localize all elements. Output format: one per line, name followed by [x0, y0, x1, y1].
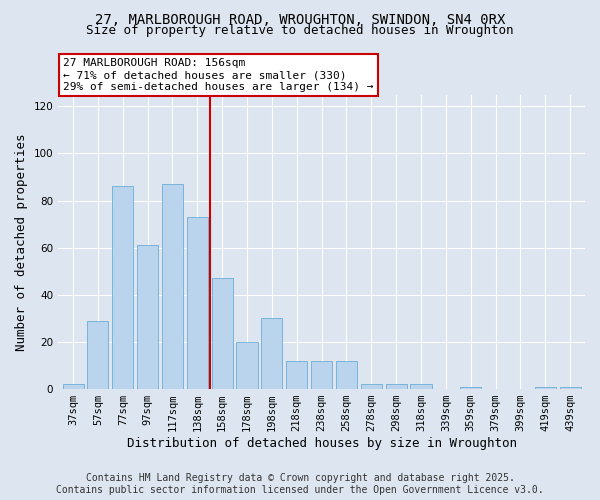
Text: 27, MARLBOROUGH ROAD, WROUGHTON, SWINDON, SN4 0RX: 27, MARLBOROUGH ROAD, WROUGHTON, SWINDON…: [95, 12, 505, 26]
Bar: [336, 361, 357, 389]
Bar: [88, 321, 109, 389]
Bar: [262, 318, 283, 389]
Bar: [162, 184, 183, 389]
Bar: [212, 278, 233, 389]
Bar: [236, 342, 257, 389]
Bar: [137, 246, 158, 389]
Bar: [361, 384, 382, 389]
Text: Contains HM Land Registry data © Crown copyright and database right 2025.
Contai: Contains HM Land Registry data © Crown c…: [56, 474, 544, 495]
Bar: [535, 386, 556, 389]
Bar: [560, 386, 581, 389]
Y-axis label: Number of detached properties: Number of detached properties: [15, 133, 28, 350]
Bar: [187, 217, 208, 389]
Bar: [460, 386, 481, 389]
Text: Size of property relative to detached houses in Wroughton: Size of property relative to detached ho…: [86, 24, 514, 37]
Bar: [386, 384, 407, 389]
Bar: [112, 186, 133, 389]
X-axis label: Distribution of detached houses by size in Wroughton: Distribution of detached houses by size …: [127, 437, 517, 450]
Bar: [62, 384, 83, 389]
Bar: [311, 361, 332, 389]
Bar: [286, 361, 307, 389]
Bar: [410, 384, 431, 389]
Text: 27 MARLBOROUGH ROAD: 156sqm
← 71% of detached houses are smaller (330)
29% of se: 27 MARLBOROUGH ROAD: 156sqm ← 71% of det…: [64, 58, 374, 92]
